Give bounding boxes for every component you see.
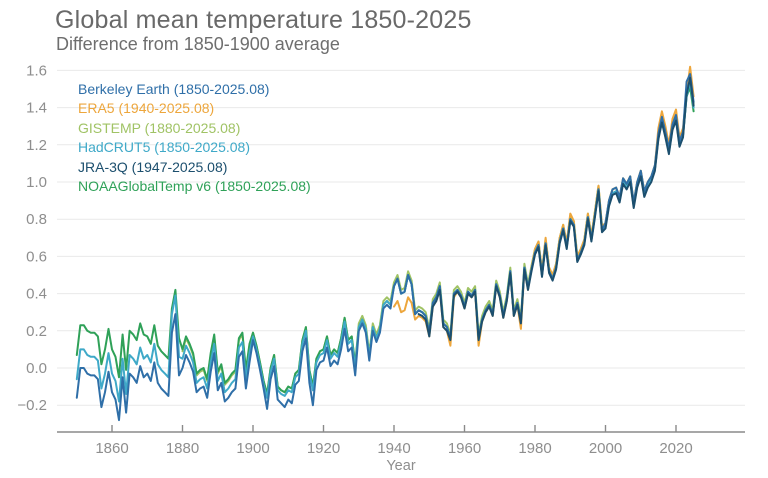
chart-title: Global mean temperature 1850-2025 [55, 6, 472, 34]
y-tick-label: 0.6 [26, 248, 47, 265]
chart-subtitle: Difference from 1850-1900 average [56, 34, 340, 54]
y-tick-label: 1.0 [26, 174, 47, 191]
x-tick-label: 1960 [448, 440, 481, 457]
y-tick-label: 1.2 [26, 137, 47, 154]
x-tick-label: 1980 [518, 440, 551, 457]
legend-item-era5: ERA5 (1940-2025.08) [78, 100, 215, 117]
legend-item-jra3q: JRA-3Q (1947-2025.08) [78, 158, 228, 175]
x-tick-label: 1860 [95, 440, 128, 457]
x-tick-label: 1880 [166, 440, 199, 457]
series-line-jra3q [417, 76, 695, 342]
y-tick-label: 0.2 [26, 323, 47, 340]
legend-item-gistemp: GISTEMP (1880-2025.08) [78, 119, 241, 136]
y-tick-label: 0.8 [26, 211, 47, 228]
legend-item-berkeley: Berkeley Earth (1850-2025.08) [78, 81, 270, 97]
x-tick-label: 1900 [236, 440, 269, 457]
y-tick-label: −0.2 [17, 397, 47, 414]
y-tick-label: 0.4 [26, 286, 47, 303]
y-tick-label: 0.0 [26, 360, 47, 377]
chart-legend: Berkeley Earth (1850-2025.08) ERA5 (1940-… [78, 80, 311, 196]
x-tick-label: 1940 [377, 440, 410, 457]
x-tick-label: 2020 [659, 440, 692, 457]
legend-item-hadcrut5: HadCRUT5 (1850-2025.08) [78, 139, 250, 156]
x-axis-title: Year [386, 458, 415, 474]
legend-item-noaa: NOAAGlobalTemp v6 (1850-2025.08) [78, 178, 311, 195]
x-tick-label: 1920 [307, 440, 340, 457]
y-tick-label: 1.6 [26, 62, 47, 79]
x-tick-label: 2000 [589, 440, 622, 457]
series-line-era5 [393, 65, 695, 347]
y-tick-label: 1.4 [26, 100, 47, 117]
